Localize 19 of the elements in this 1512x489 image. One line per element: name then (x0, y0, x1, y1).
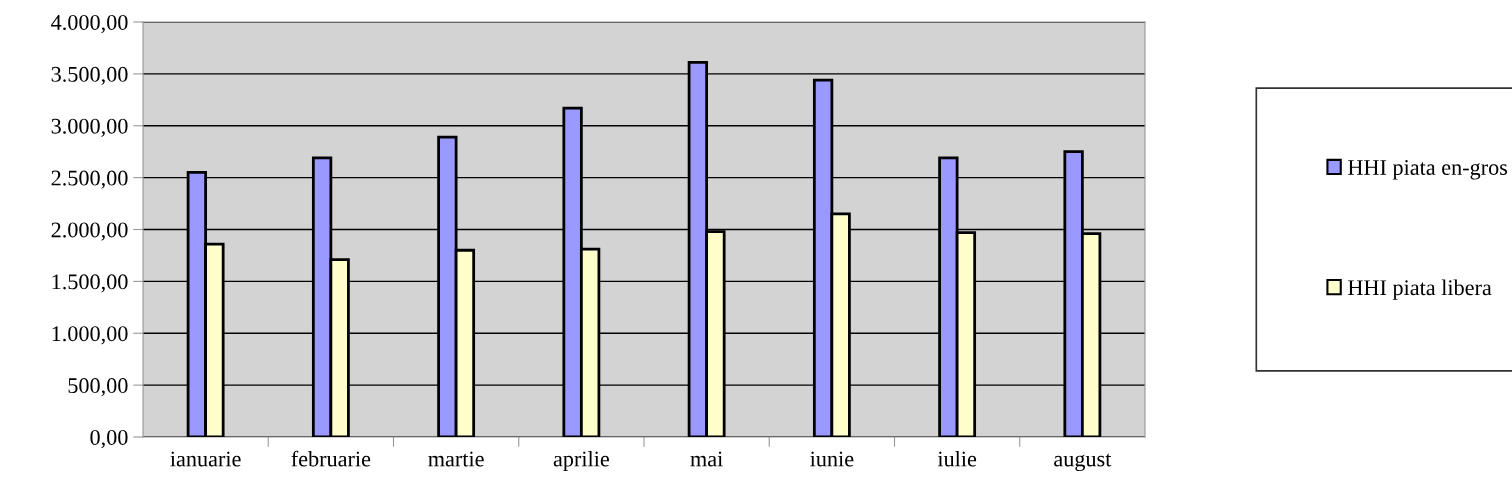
x-tick-label: aprilie (553, 450, 609, 472)
legend-label: HHI piata en-gros (1348, 160, 1508, 180)
y-tick-label: 3.000,00 (51, 118, 128, 137)
y-tick-label: 1.000,00 (52, 326, 128, 345)
y-tick-label: 2.500,00 (51, 170, 128, 189)
x-tick-label: februarie (291, 450, 371, 467)
y-tick-label: 2.000,00 (51, 222, 128, 241)
x-tick-label: iunie (810, 451, 854, 467)
legend-label: HHI piata libera (1348, 279, 1492, 300)
y-tick-label: 3.500,00 (51, 66, 128, 85)
y-tick-label: 0,00 (90, 429, 128, 449)
x-tick-label: iulie (937, 450, 977, 467)
y-tick-label: 500,00 (68, 378, 128, 397)
y-tick-label: 1.500,00 (52, 274, 128, 293)
y-tick-label: 4.000,00 (51, 14, 128, 34)
x-tick-label: martie (428, 451, 484, 467)
x-tick-label: august (1054, 453, 1112, 472)
x-tick-label: mai (690, 451, 723, 467)
x-tick-label: ianuarie (170, 451, 241, 467)
